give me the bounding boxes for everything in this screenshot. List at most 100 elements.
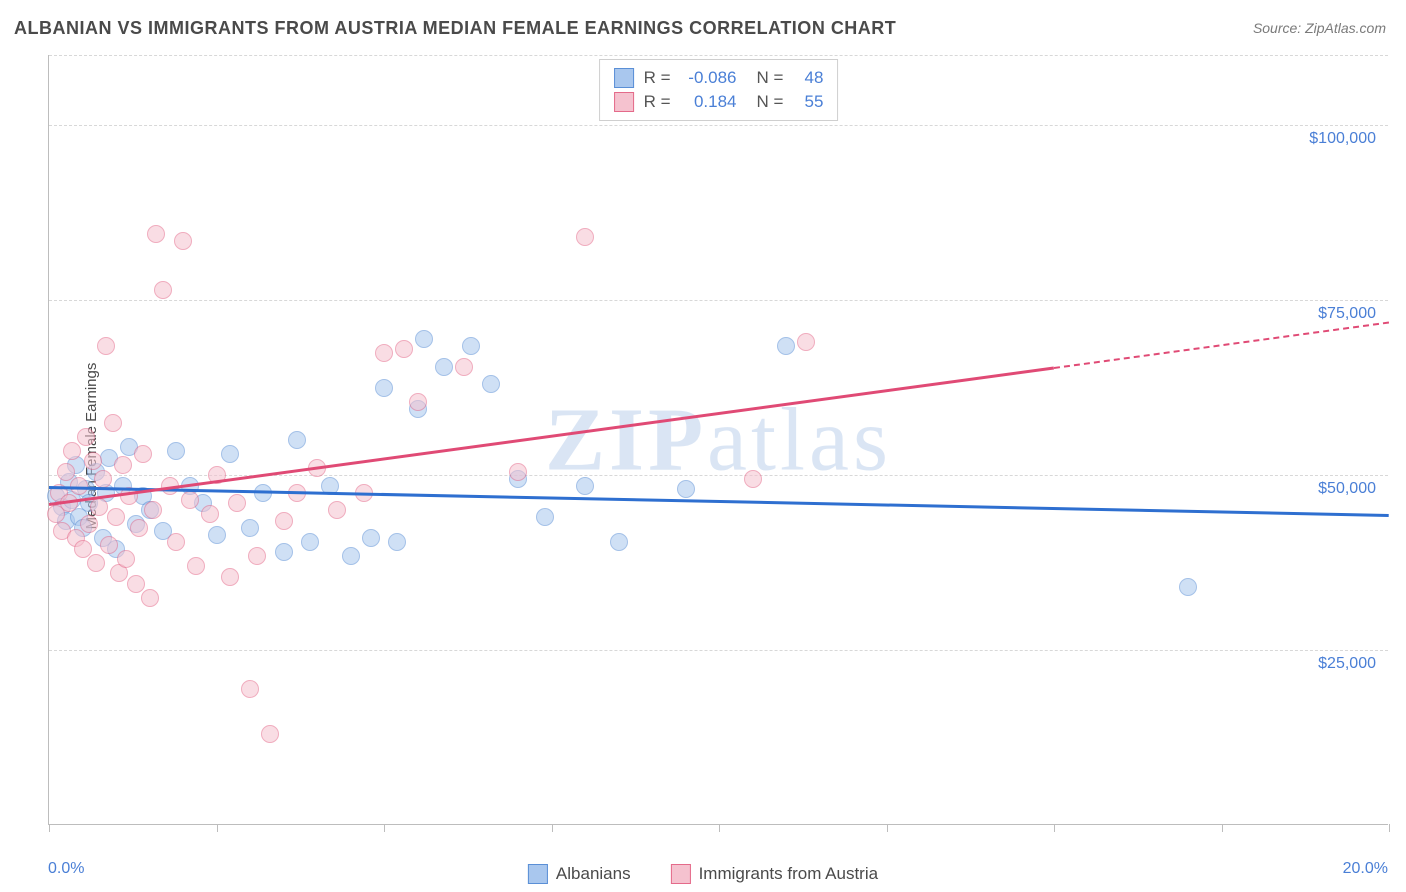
point-albanians (275, 543, 293, 561)
x-tick (887, 824, 888, 832)
x-axis-start-label: 0.0% (48, 860, 84, 878)
r-label: R = (644, 92, 671, 112)
point-albanians (208, 526, 226, 544)
point-austria (576, 228, 594, 246)
point-austria (248, 547, 266, 565)
point-austria (130, 519, 148, 537)
gridline (49, 300, 1388, 301)
point-austria (167, 533, 185, 551)
point-albanians (241, 519, 259, 537)
point-austria (107, 508, 125, 526)
point-austria (455, 358, 473, 376)
r-label: R = (644, 68, 671, 88)
legend-item-austria: Immigrants from Austria (671, 864, 879, 884)
point-albanians (288, 431, 306, 449)
legend-label-austria: Immigrants from Austria (699, 864, 879, 884)
point-austria (147, 225, 165, 243)
x-tick (1389, 824, 1390, 832)
point-austria (144, 501, 162, 519)
n-value-albanians: 48 (793, 68, 823, 88)
legend-item-albanians: Albanians (528, 864, 631, 884)
y-tick-label: $100,000 (1309, 130, 1376, 148)
point-austria (74, 540, 92, 558)
point-albanians (435, 358, 453, 376)
regression-line (1054, 321, 1389, 368)
point-albanians (462, 337, 480, 355)
point-albanians (536, 508, 554, 526)
point-austria (90, 498, 108, 516)
point-albanians (342, 547, 360, 565)
point-austria (174, 232, 192, 250)
point-albanians (610, 533, 628, 551)
point-albanians (388, 533, 406, 551)
x-tick (719, 824, 720, 832)
point-austria (797, 333, 815, 351)
r-value-austria: 0.184 (681, 92, 737, 112)
x-tick (1054, 824, 1055, 832)
point-austria (241, 680, 259, 698)
point-albanians (301, 533, 319, 551)
point-austria (134, 445, 152, 463)
source-credit: Source: ZipAtlas.com (1253, 20, 1386, 36)
r-value-albanians: -0.086 (681, 68, 737, 88)
point-austria (97, 337, 115, 355)
point-albanians (777, 337, 795, 355)
point-austria (141, 589, 159, 607)
n-label: N = (757, 92, 784, 112)
point-austria (127, 575, 145, 593)
gridline (49, 55, 1388, 56)
x-tick (49, 824, 50, 832)
regression-line (49, 367, 1054, 506)
chart-title: ALBANIAN VS IMMIGRANTS FROM AUSTRIA MEDI… (14, 18, 896, 39)
legend-swatch-austria (671, 864, 691, 884)
y-tick-label: $25,000 (1318, 655, 1376, 673)
point-austria (187, 557, 205, 575)
point-austria (275, 512, 293, 530)
gridline (49, 650, 1388, 651)
x-axis-end-label: 20.0% (1343, 860, 1388, 878)
point-austria (509, 463, 527, 481)
point-austria (744, 470, 762, 488)
point-austria (221, 568, 239, 586)
point-albanians (167, 442, 185, 460)
point-austria (375, 344, 393, 362)
point-albanians (221, 445, 239, 463)
point-austria (114, 456, 132, 474)
point-austria (57, 463, 75, 481)
point-albanians (1179, 578, 1197, 596)
chart-plot-area: ZIPatlas R = -0.086 N = 48 R = 0.184 N =… (48, 55, 1388, 825)
point-austria (87, 554, 105, 572)
point-austria (100, 536, 118, 554)
point-albanians (362, 529, 380, 547)
point-austria (94, 470, 112, 488)
point-austria (154, 281, 172, 299)
stats-row-austria: R = 0.184 N = 55 (614, 90, 824, 114)
y-tick-label: $75,000 (1318, 305, 1376, 323)
point-austria (261, 725, 279, 743)
point-albanians (576, 477, 594, 495)
point-austria (228, 494, 246, 512)
n-value-austria: 55 (793, 92, 823, 112)
point-austria (409, 393, 427, 411)
series-legend: Albanians Immigrants from Austria (528, 864, 878, 884)
point-austria (84, 452, 102, 470)
point-albanians (375, 379, 393, 397)
point-austria (63, 442, 81, 460)
n-label: N = (757, 68, 784, 88)
stats-legend: R = -0.086 N = 48 R = 0.184 N = 55 (599, 59, 839, 121)
point-albanians (482, 375, 500, 393)
x-tick (1222, 824, 1223, 832)
point-austria (181, 491, 199, 509)
regression-line (49, 486, 1389, 516)
x-tick (217, 824, 218, 832)
swatch-albanians (614, 68, 634, 88)
point-austria (328, 501, 346, 519)
point-albanians (677, 480, 695, 498)
point-albanians (415, 330, 433, 348)
point-austria (117, 550, 135, 568)
point-austria (80, 515, 98, 533)
point-austria (395, 340, 413, 358)
x-tick (552, 824, 553, 832)
point-austria (201, 505, 219, 523)
swatch-austria (614, 92, 634, 112)
